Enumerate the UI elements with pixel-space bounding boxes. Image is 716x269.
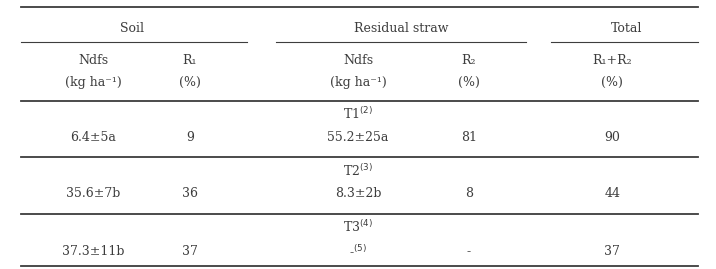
Text: 55.2±25a: 55.2±25a: [327, 131, 389, 144]
Text: 8: 8: [465, 187, 473, 200]
Text: (%): (%): [458, 76, 480, 89]
Text: T2$^{(3)}$: T2$^{(3)}$: [343, 163, 373, 179]
Text: (kg ha⁻¹): (kg ha⁻¹): [329, 76, 387, 89]
Text: 35.6±7b: 35.6±7b: [66, 187, 120, 200]
Text: 36: 36: [182, 187, 198, 200]
Text: 6.4±5a: 6.4±5a: [70, 131, 116, 144]
Text: T1$^{(2)}$: T1$^{(2)}$: [343, 106, 373, 122]
Text: 90: 90: [604, 131, 620, 144]
Text: 44: 44: [604, 187, 620, 200]
Text: (%): (%): [601, 76, 623, 89]
Text: 37: 37: [604, 245, 620, 258]
Text: T3$^{(4)}$: T3$^{(4)}$: [343, 219, 373, 235]
Text: -: -: [467, 245, 471, 258]
Text: 37: 37: [182, 245, 198, 258]
Text: 37.3±11b: 37.3±11b: [62, 245, 125, 258]
Text: Ndfs: Ndfs: [78, 54, 108, 67]
Text: Residual straw: Residual straw: [354, 22, 448, 35]
Text: (kg ha⁻¹): (kg ha⁻¹): [64, 76, 122, 89]
Text: Soil: Soil: [120, 22, 145, 35]
Text: 9: 9: [186, 131, 193, 144]
Text: 81: 81: [461, 131, 477, 144]
Text: R₁+R₂: R₁+R₂: [592, 54, 632, 67]
Text: Total: Total: [611, 22, 642, 35]
Text: Ndfs: Ndfs: [343, 54, 373, 67]
Text: R₂: R₂: [462, 54, 476, 67]
Text: -$^{(5)}$: -$^{(5)}$: [349, 245, 367, 258]
Text: (%): (%): [179, 76, 200, 89]
Text: R₁: R₁: [183, 54, 197, 67]
Text: 8.3±2b: 8.3±2b: [335, 187, 381, 200]
